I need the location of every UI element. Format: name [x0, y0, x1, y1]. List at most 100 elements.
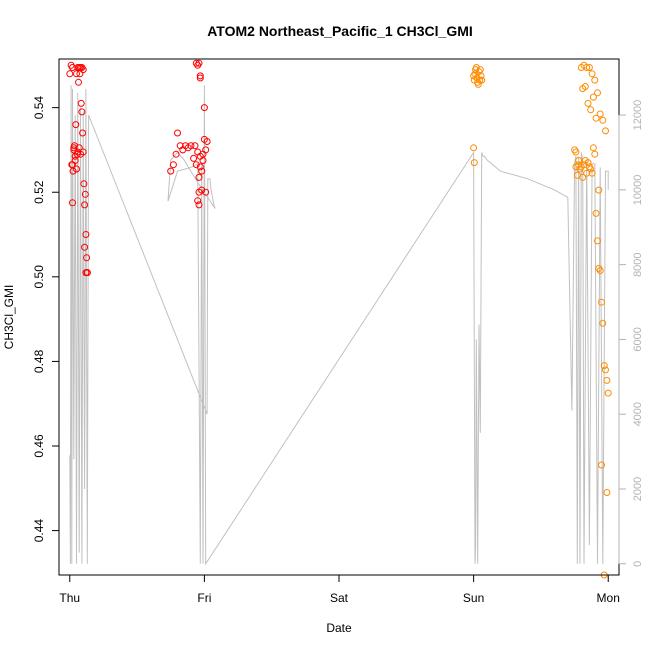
data-point-series-2	[592, 209, 600, 217]
data-point-series-2	[595, 186, 603, 194]
y-axis-label: CH3Cl_GMI	[2, 285, 16, 350]
data-point-series-2	[598, 461, 605, 469]
data-point-series-1	[78, 108, 86, 116]
data-point-series-2	[602, 366, 609, 374]
data-point-series-1	[83, 254, 91, 262]
y-tick-label: 0.44	[32, 519, 46, 543]
data-point-series-2	[575, 157, 583, 164]
data-point-series-1	[194, 197, 202, 205]
data-point-series-2	[572, 148, 580, 156]
y2-tick-label: 8000	[632, 252, 644, 276]
data-point-series-1	[195, 59, 203, 67]
data-point-series-1	[79, 129, 87, 137]
data-point-series-2	[474, 80, 482, 88]
data-point-series-1	[82, 231, 90, 238]
y2-tick-label: 4000	[632, 402, 644, 426]
x-axis-label: Date	[326, 621, 352, 635]
data-point-series-2	[584, 159, 592, 167]
data-point-series-2	[478, 76, 486, 84]
data-point-series-1	[72, 121, 80, 129]
data-point-series-2	[591, 150, 599, 158]
data-point-series-1	[81, 190, 89, 198]
data-point-series-1	[81, 201, 89, 209]
y-tick-label: 0.50	[32, 265, 46, 289]
data-point-series-1	[187, 142, 195, 150]
data-point-series-1	[192, 161, 200, 169]
data-point-series-1	[73, 165, 80, 173]
data-point-series-2	[589, 144, 597, 152]
x-tick-label: Mon	[597, 591, 620, 605]
data-point-series-2	[600, 362, 608, 370]
data-point-series-2	[476, 76, 484, 84]
data-point-series-1	[196, 74, 204, 82]
data-point-series-1	[75, 64, 83, 71]
data-point-series-2	[470, 159, 478, 167]
y-tick-label: 0.48	[32, 349, 46, 373]
y2-axis: 0 2000 4000 6000 8000 10000 12000	[618, 100, 644, 567]
data-point-series-2	[604, 389, 612, 397]
y-axis: 0.44 0.46 0.48 0.50 0.52 0.54	[32, 96, 60, 543]
data-point-series-2	[587, 165, 595, 173]
data-point-series-2	[596, 110, 604, 118]
data-point-series-1	[172, 150, 180, 158]
data-point-series-1	[167, 167, 175, 175]
data-point-series-1	[198, 167, 206, 175]
data-point-series-1	[70, 144, 78, 152]
data-point-series-1	[69, 64, 76, 71]
data-point-series-1	[200, 104, 208, 112]
data-point-series-2	[584, 99, 592, 107]
data-point-series-1	[69, 161, 76, 169]
data-point-series-2	[588, 169, 596, 177]
data-point-series-1	[80, 180, 88, 188]
altitude-line	[69, 85, 609, 566]
data-point-series-2	[581, 83, 589, 90]
data-point-series-2	[585, 64, 593, 71]
plot-frame	[58, 58, 620, 576]
data-point-series-2	[596, 267, 604, 274]
y2-tick-label: 12000	[632, 100, 644, 131]
data-point-series-1	[196, 72, 204, 80]
data-point-series-2	[583, 169, 591, 177]
data-point-series-2	[603, 376, 611, 384]
data-point-series-1	[195, 188, 203, 196]
data-point-series-1	[73, 70, 80, 78]
altitude-line-group	[69, 85, 609, 566]
x-tick-label: Fri	[197, 591, 211, 605]
data-point-series-1	[195, 201, 203, 209]
data-point-series-2	[591, 76, 599, 84]
data-point-series-1	[69, 199, 76, 207]
data-point-series-1	[79, 148, 87, 156]
data-point-series-2	[594, 237, 601, 245]
data-point-series-2	[588, 70, 596, 78]
data-point-series-1	[199, 157, 207, 164]
data-point-series-1	[169, 161, 177, 169]
data-point-series-2	[587, 106, 595, 114]
data-point-series-2	[592, 114, 600, 122]
data-point-series-1	[71, 152, 79, 160]
data-point-series-2	[599, 116, 607, 124]
data-point-series-2	[579, 173, 587, 181]
data-point-series-2	[603, 489, 611, 496]
x-tick-label: Sun	[463, 591, 484, 605]
data-point-series-1	[202, 146, 210, 154]
data-point-series-1	[190, 154, 198, 162]
data-point-series-1	[75, 144, 83, 152]
data-point-series-1	[78, 64, 86, 71]
data-point-series-2	[575, 161, 583, 169]
y-tick-label: 0.52	[32, 180, 46, 204]
x-tick-label: Thu	[59, 591, 80, 605]
data-point-series-2	[594, 89, 601, 97]
data-point-series-1	[191, 142, 199, 150]
data-point-series-2	[589, 93, 597, 101]
data-point-series-1	[81, 243, 89, 251]
data-point-series-1	[196, 163, 204, 171]
x-axis: Thu Fri Sat Sun Mon	[59, 574, 620, 605]
data-point-series-2	[599, 319, 607, 327]
x-tick-label: Sat	[330, 591, 349, 605]
data-point-series-1	[203, 138, 211, 145]
chart-title: ATOM2 Northeast_Pacific_1 CH3Cl_GMI	[207, 23, 473, 39]
data-point-series-1	[174, 129, 181, 137]
data-point-series-2	[470, 144, 478, 152]
y-tick-label: 0.46	[32, 434, 46, 458]
